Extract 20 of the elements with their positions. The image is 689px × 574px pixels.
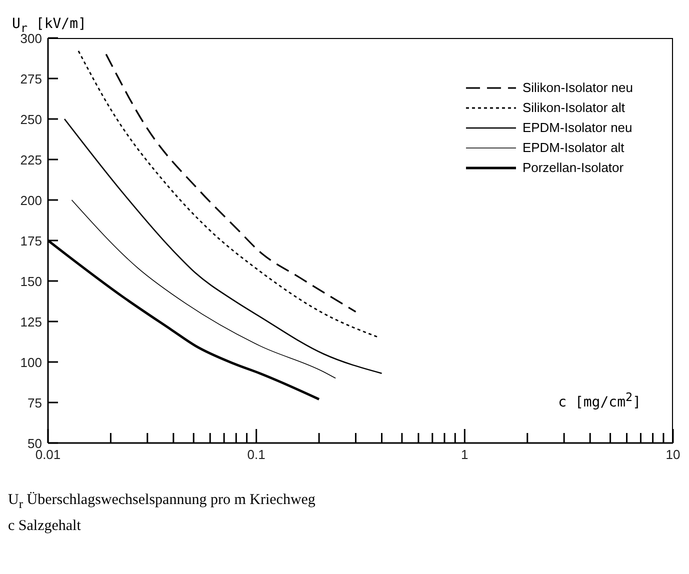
legend-label: Porzellan-Isolator [522,159,624,177]
y-tick-label: 175 [20,234,42,248]
x-tick-label: 1 [461,447,468,462]
legend-label: Silikon-Isolator alt [522,99,626,117]
y-tick-label: 250 [20,112,42,127]
legend-label: Silikon-Isolator neu [522,79,633,97]
y-tick-label: 150 [20,274,42,289]
legend-label: EPDM-Isolator neu [522,119,632,137]
y-tick-label: 275 [20,72,42,86]
y-tick-label: 125 [20,314,42,330]
x-tick-label: 10 [666,447,680,462]
text: U$_{r}$ Überschlagswechselspannung pro m Kriechweg [8,492,316,512]
x-tick-label: 0.1 [247,447,266,462]
y-tick-label: 100 [20,355,42,370]
y-tick-label: 225 [20,152,42,168]
y-tick-label: 200 [20,193,42,208]
y-tick-label: 75 [28,396,42,410]
text: c Salzgehalt [8,518,82,535]
legend-label: EPDM-Isolator alt [522,139,624,157]
x-axis-title: c [mg/cm$^{2}$] [558,390,641,411]
